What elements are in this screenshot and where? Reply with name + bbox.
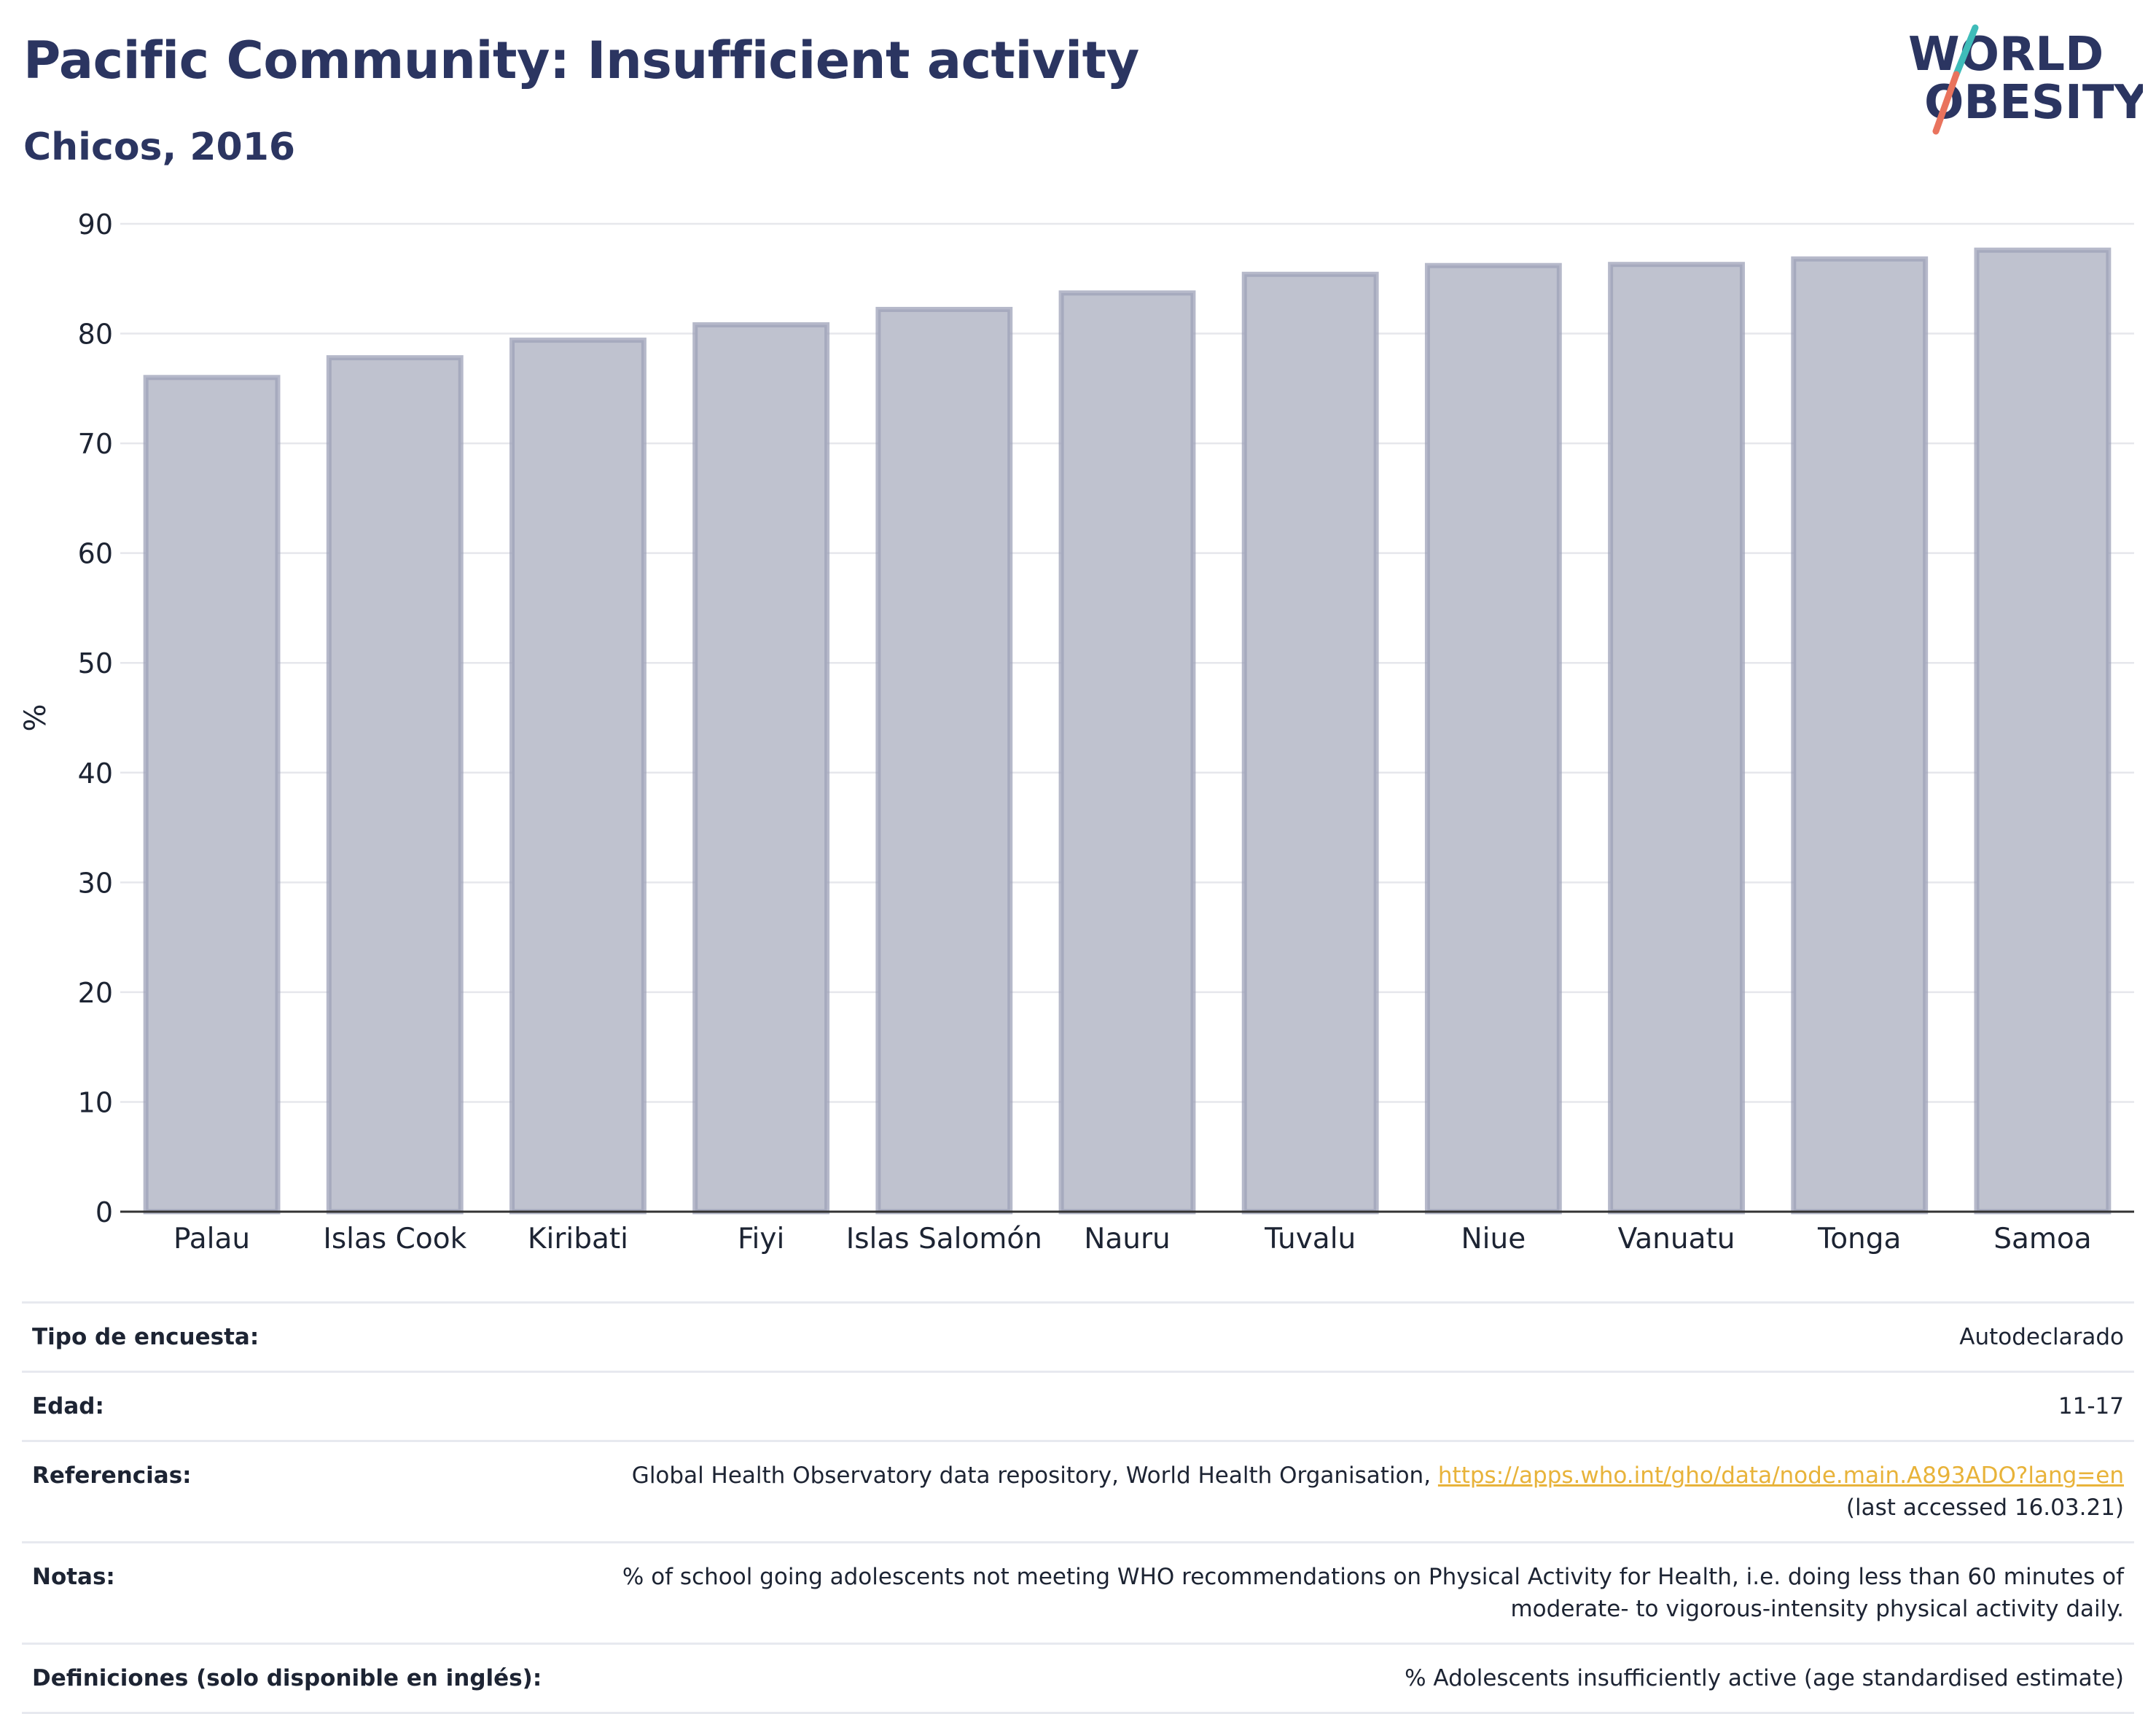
y-tick-label: 20 — [78, 977, 113, 1009]
y-tick-label: 30 — [78, 867, 113, 899]
x-tick-label: Samoa — [1993, 1223, 2091, 1255]
logo-word-obesity: OBESITY — [1924, 76, 2143, 130]
y-axis-ticks: 0 10 20 30 40 50 60 70 80 90 — [78, 209, 113, 1228]
meta-row-survey-type: Tipo de encuesta: Autodeclarado — [22, 1301, 2134, 1372]
chart-title: Pacific Community: Insufficient activity — [23, 31, 1139, 90]
meta-value: Autodeclarado — [552, 1301, 2134, 1372]
bar-fiyi — [692, 322, 830, 1215]
x-tick-label: Tuvalu — [1264, 1223, 1356, 1255]
bar-samoa — [1974, 247, 2112, 1215]
bar-chart: 0 10 20 30 40 50 60 70 80 90 Palau Islas Cook Kirib… — [19, 209, 2134, 1255]
bar-palau — [143, 375, 281, 1215]
y-tick-label: 40 — [78, 757, 113, 790]
meta-key: Definiciones (solo disponible en inglés)… — [22, 1643, 552, 1714]
meta-key: Referencias: — [22, 1440, 552, 1543]
bar-tonga — [1791, 256, 1929, 1215]
y-tick-label: 90 — [78, 209, 113, 241]
meta-row-definitions: Definiciones (solo disponible en inglés)… — [22, 1643, 2134, 1714]
reference-link[interactable]: https://apps.who.int/gho/data/node.main.… — [1437, 1462, 2124, 1489]
x-tick-label: Niue — [1461, 1223, 1526, 1255]
x-tick-label: Vanuatu — [1618, 1223, 1735, 1255]
x-tick-label: Fiyi — [738, 1223, 784, 1255]
bar-kiribati — [509, 338, 647, 1215]
x-tick-label: Kiribati — [528, 1223, 628, 1255]
meta-value: % Adolescents insufficiently active (age… — [552, 1643, 2134, 1714]
reference-accessed: (last accessed 16.03.21) — [1846, 1495, 2124, 1521]
meta-row-age: Edad: 11-17 — [22, 1371, 2134, 1441]
y-tick-label: 50 — [78, 647, 113, 679]
meta-row-references: Referencias: Global Health Observatory d… — [22, 1440, 2134, 1543]
meta-value: Global Health Observatory data repositor… — [552, 1440, 2134, 1543]
x-tick-label: Tonga — [1817, 1223, 1901, 1255]
y-tick-label: 60 — [78, 538, 113, 570]
bar-vanuatu — [1608, 262, 1745, 1215]
chart-subtitle: Chicos, 2016 — [23, 125, 296, 169]
y-tick-label: 70 — [78, 428, 113, 460]
x-axis-ticks: Palau Islas Cook Kiribati Fiyi Islas Salomón… — [173, 1223, 2092, 1255]
y-axis-label: % — [19, 704, 52, 731]
metadata-table: Tipo de encuesta: Autodeclarado Edad: 11… — [22, 1301, 2134, 1714]
x-tick-label: Islas Salomón — [846, 1223, 1042, 1255]
meta-key: Notas: — [22, 1541, 552, 1644]
reference-text: Global Health Observatory data repositor… — [631, 1462, 1438, 1489]
x-tick-label: Islas Cook — [323, 1223, 466, 1255]
logo-word-world: WORLD — [1908, 28, 2104, 82]
chart-bars — [143, 247, 2112, 1215]
bar-islas-cook — [326, 355, 464, 1215]
logo-slash-coral — [1932, 71, 1960, 135]
meta-key: Tipo de encuesta: — [22, 1301, 552, 1372]
world-obesity-logo: WORLD OBESITY — [1908, 24, 2143, 135]
y-tick-label: 10 — [78, 1086, 113, 1118]
meta-key: Edad: — [22, 1371, 552, 1441]
logo-slash-teal — [1953, 24, 1979, 78]
meta-value: % of school going adolescents not meetin… — [552, 1541, 2134, 1644]
bar-tuvalu — [1241, 271, 1379, 1215]
bar-nauru — [1058, 290, 1196, 1215]
x-tick-label: Palau — [173, 1223, 250, 1255]
meta-value: 11-17 — [552, 1371, 2134, 1441]
bar-niue — [1424, 262, 1562, 1215]
meta-row-notes: Notas: % of school going adolescents not… — [22, 1541, 2134, 1644]
x-tick-label: Nauru — [1084, 1223, 1171, 1255]
bar-islas-salomón — [875, 306, 1013, 1215]
y-tick-label: 80 — [78, 319, 113, 351]
y-tick-label: 0 — [95, 1196, 113, 1228]
